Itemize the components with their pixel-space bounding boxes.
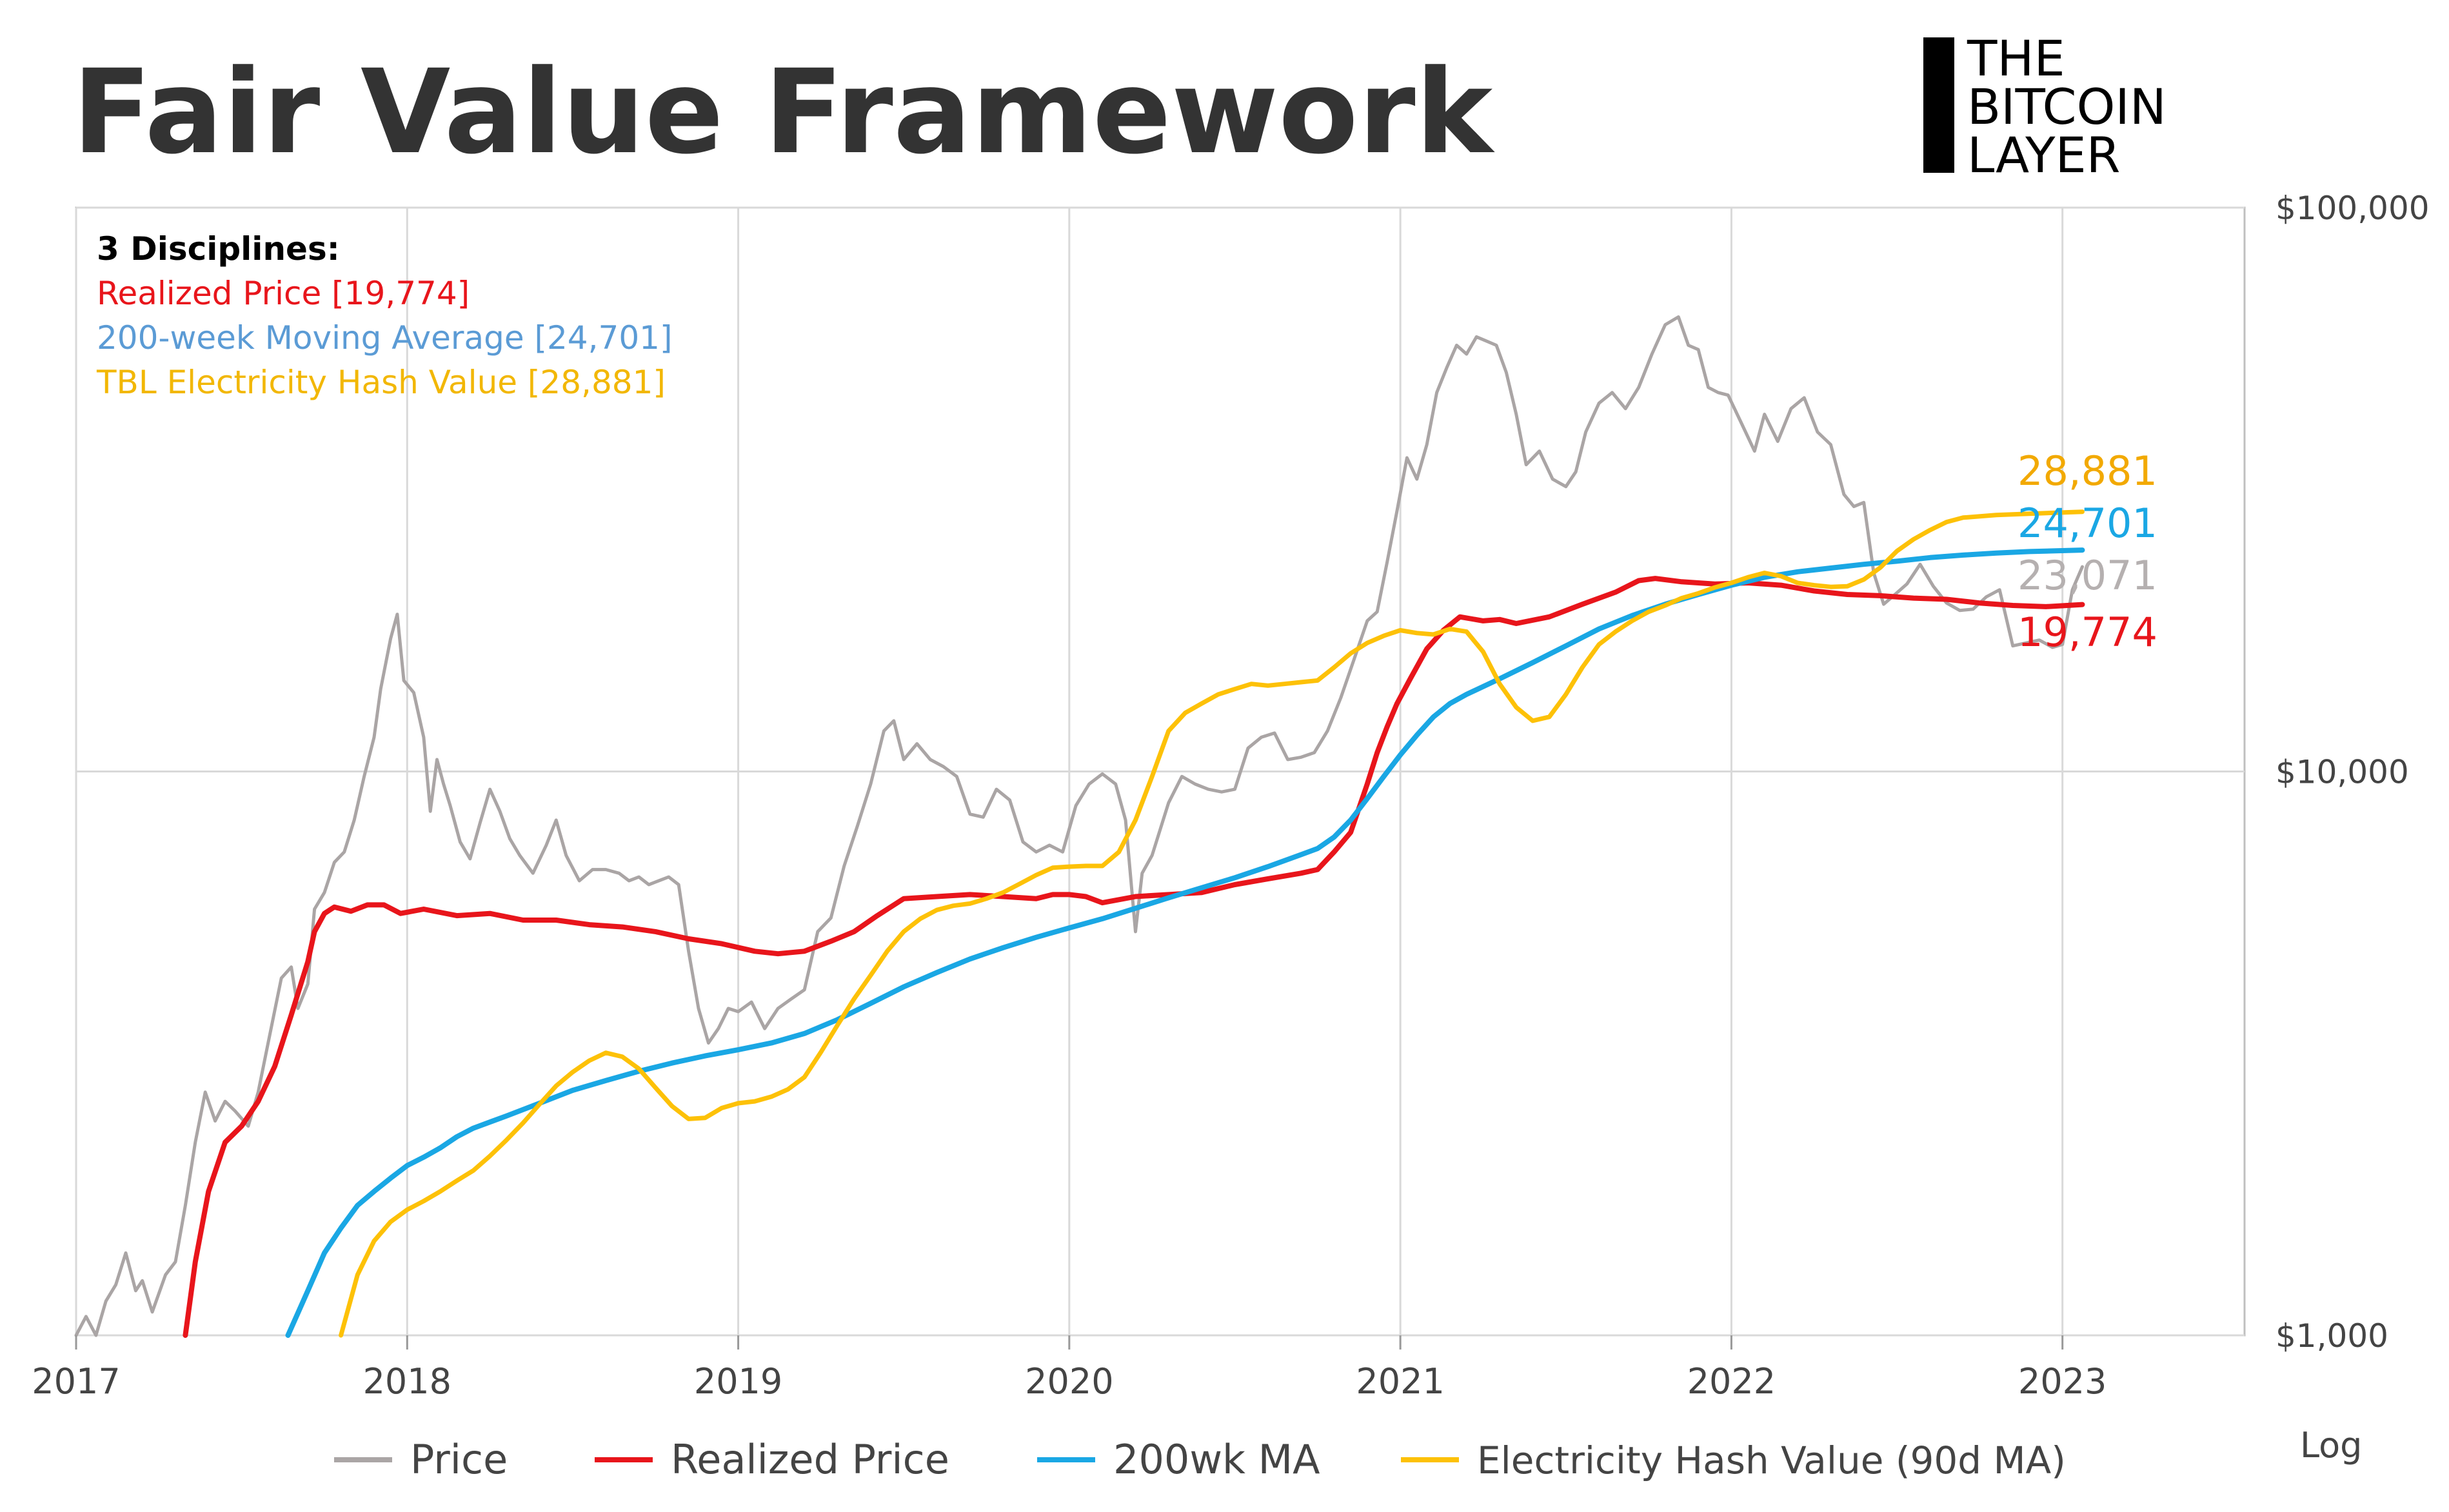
end-label-electricity: 28,881 <box>2018 447 2157 495</box>
legend-item-electricity-hash-value: Electricity Hash Value (90d MA) <box>1401 1438 2066 1482</box>
y-tick-label: $10,000 <box>2275 754 2409 791</box>
info-box-line-200wk: 200-week Moving Average [24,701] <box>97 319 672 357</box>
series-line-price <box>74 315 2084 1337</box>
legend-item-price: Price <box>334 1436 508 1483</box>
logo-line-2: BITCOIN <box>1967 78 2166 135</box>
legend-label-price: Price <box>410 1436 508 1483</box>
logo-line-3: LAYER <box>1967 126 2120 184</box>
y-axis-ticks: $100,000 $10,000 $1,000 <box>2275 190 2430 1355</box>
info-box-line-electricity: TBL Electricity Hash Value [28,881] <box>96 364 666 401</box>
y-tick-label: $100,000 <box>2275 190 2430 227</box>
legend-item-200wk-ma: 200wk MA <box>1037 1436 1320 1483</box>
x-tick-label: 2018 <box>363 1361 451 1402</box>
y-gridlines <box>76 206 2245 1337</box>
legend-label-electricity-hash-value: Electricity Hash Value (90d MA) <box>1477 1438 2066 1482</box>
scale-note: Log <box>2300 1425 2362 1466</box>
legend: Price Realized Price 200wk MA Electricit… <box>334 1436 2066 1483</box>
series-line-realized-price <box>183 576 2085 1338</box>
end-label-price: 23,071 <box>2018 552 2157 599</box>
end-labels: 28,881 24,701 23,071 19,774 <box>2018 447 2157 656</box>
x-axis-ticks: 2017 2018 2019 2020 2021 2022 2023 <box>32 1335 2107 1402</box>
chart-title: Fair Value Framework <box>72 45 1496 180</box>
legend-item-realized-price: Realized Price <box>595 1436 949 1483</box>
info-box-heading: 3 Disciplines: <box>97 230 340 268</box>
y-tick-label: $1,000 <box>2275 1317 2388 1355</box>
x-tick-label: 2023 <box>2018 1361 2107 1402</box>
x-tick-label: 2021 <box>1356 1361 1444 1402</box>
logo-line-1: THE <box>1967 30 2065 87</box>
info-box: 3 Disciplines: Realized Price [19,774] 2… <box>96 230 672 401</box>
x-tick-label: 2019 <box>694 1361 782 1402</box>
x-tick-label: 2017 <box>32 1361 120 1402</box>
brand-logo: THE BITCOIN LAYER <box>1923 30 2166 184</box>
plot-area <box>74 206 2246 1338</box>
logo-bar <box>1923 37 1954 173</box>
series-lines <box>74 315 2085 1338</box>
end-label-realized: 19,774 <box>2018 609 2157 656</box>
legend-label-200wk-ma: 200wk MA <box>1113 1436 1320 1483</box>
series-line-200wk-ma <box>285 547 2085 1338</box>
info-box-line-realized: Realized Price [19,774] <box>97 275 470 312</box>
legend-label-realized-price: Realized Price <box>671 1436 949 1483</box>
end-label-200wk: 24,701 <box>2018 500 2157 547</box>
x-tick-label: 2022 <box>1687 1361 1776 1402</box>
series-line-electricity-hash-value <box>339 509 2085 1338</box>
x-tick-label: 2020 <box>1025 1361 1113 1402</box>
